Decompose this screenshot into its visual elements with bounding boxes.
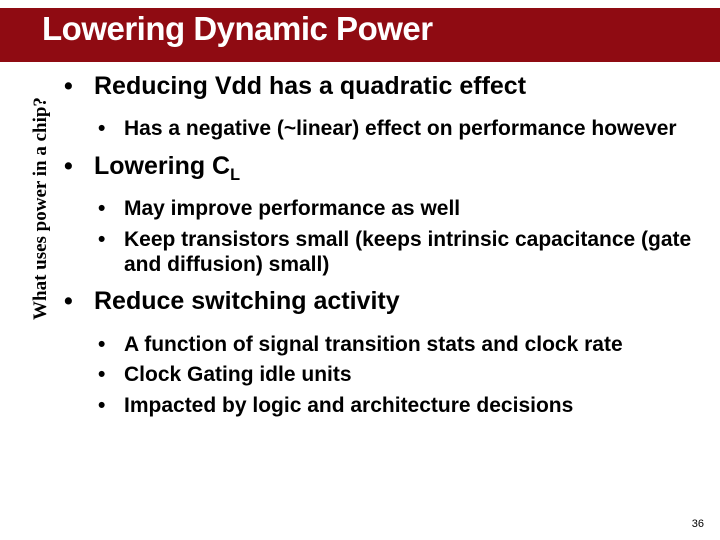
- bullet-text: Reduce switching activity: [94, 287, 400, 315]
- sidebar-label: What uses power in a chip?: [30, 97, 52, 320]
- bullet-list-lvl2: Has a negative (~linear) effect on perfo…: [94, 117, 700, 142]
- bullet-lvl1: Reduce switching activity A function of …: [60, 287, 700, 418]
- bullet-list-lvl2: A function of signal transition stats an…: [94, 333, 700, 419]
- bullet-text: May improve performance as well: [124, 197, 460, 220]
- bullet-list-lvl1: Reducing Vdd has a quadratic effect Has …: [60, 72, 700, 419]
- bullet-text: Reducing Vdd has a quadratic effect: [94, 72, 526, 100]
- bullet-lvl2: A function of signal transition stats an…: [94, 333, 700, 358]
- bullet-lvl2: Has a negative (~linear) effect on perfo…: [94, 117, 700, 142]
- slide: Lowering Dynamic Power What uses power i…: [0, 0, 720, 540]
- bullet-list-lvl2: May improve performance as well Keep tra…: [94, 197, 700, 277]
- bullet-lvl1: Reducing Vdd has a quadratic effect Has …: [60, 72, 700, 142]
- title-bar: Lowering Dynamic Power: [0, 8, 720, 62]
- bullet-text: Lowering C: [94, 152, 230, 180]
- bullet-lvl2: Clock Gating idle units: [94, 363, 700, 388]
- slide-title: Lowering Dynamic Power: [42, 10, 433, 48]
- bullet-lvl2: Keep transistors small (keeps intrinsic …: [94, 228, 700, 278]
- bullet-text: A function of signal transition stats an…: [124, 333, 623, 356]
- bullet-lvl2: Impacted by logic and architecture decis…: [94, 394, 700, 419]
- bullet-lvl1: Lowering CL May improve performance as w…: [60, 152, 700, 277]
- content-area: Reducing Vdd has a quadratic effect Has …: [60, 72, 700, 429]
- bullet-subscript: L: [230, 166, 240, 184]
- bullet-text: Has a negative (~linear) effect on perfo…: [124, 117, 677, 140]
- bullet-text: Impacted by logic and architecture decis…: [124, 394, 573, 417]
- bullet-text: Clock Gating idle units: [124, 363, 352, 386]
- page-number: 36: [692, 518, 704, 530]
- bullet-lvl2: May improve performance as well: [94, 197, 700, 222]
- bullet-text: Keep transistors small (keeps intrinsic …: [124, 228, 691, 276]
